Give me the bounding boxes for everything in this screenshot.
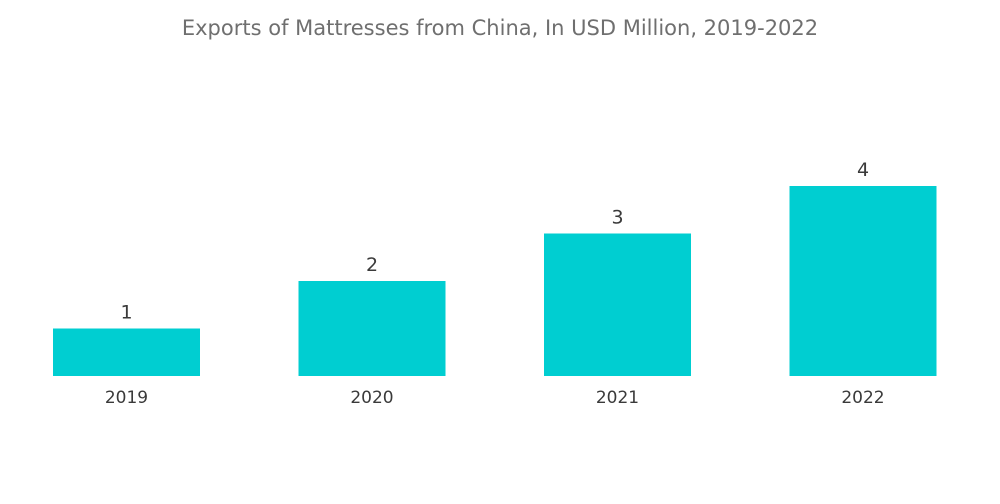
x-tick-label-2020: 2020: [350, 388, 393, 408]
value-labels-group: 1 2 3 4: [120, 159, 869, 324]
bar-2020: [298, 281, 446, 376]
bar-2022: [789, 186, 937, 376]
x-tick-label-2021: 2021: [596, 388, 639, 408]
x-tick-labels-group: 2019 2020 2021 2022: [105, 388, 885, 408]
data-label-2021: 3: [611, 207, 623, 229]
bars-group: [53, 186, 937, 376]
bar-2019: [53, 328, 200, 376]
data-label-2022: 4: [857, 159, 869, 181]
x-tick-label-2022: 2022: [841, 388, 884, 408]
bar-2021: [544, 233, 691, 376]
x-tick-label-2019: 2019: [105, 388, 148, 408]
data-label-2019: 1: [120, 302, 132, 324]
data-label-2020: 2: [366, 254, 378, 276]
chart-title: Exports of Mattresses from China, In USD…: [181, 16, 819, 40]
